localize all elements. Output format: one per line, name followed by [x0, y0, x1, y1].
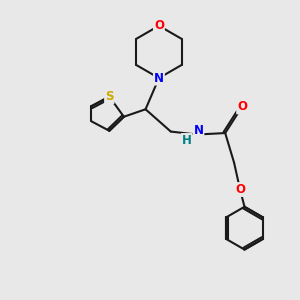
Text: H: H: [182, 134, 191, 147]
Text: N: N: [154, 72, 164, 85]
Text: O: O: [154, 19, 164, 32]
Text: O: O: [237, 100, 247, 113]
Text: N: N: [194, 124, 203, 137]
Text: S: S: [105, 90, 114, 103]
Text: O: O: [235, 183, 245, 196]
